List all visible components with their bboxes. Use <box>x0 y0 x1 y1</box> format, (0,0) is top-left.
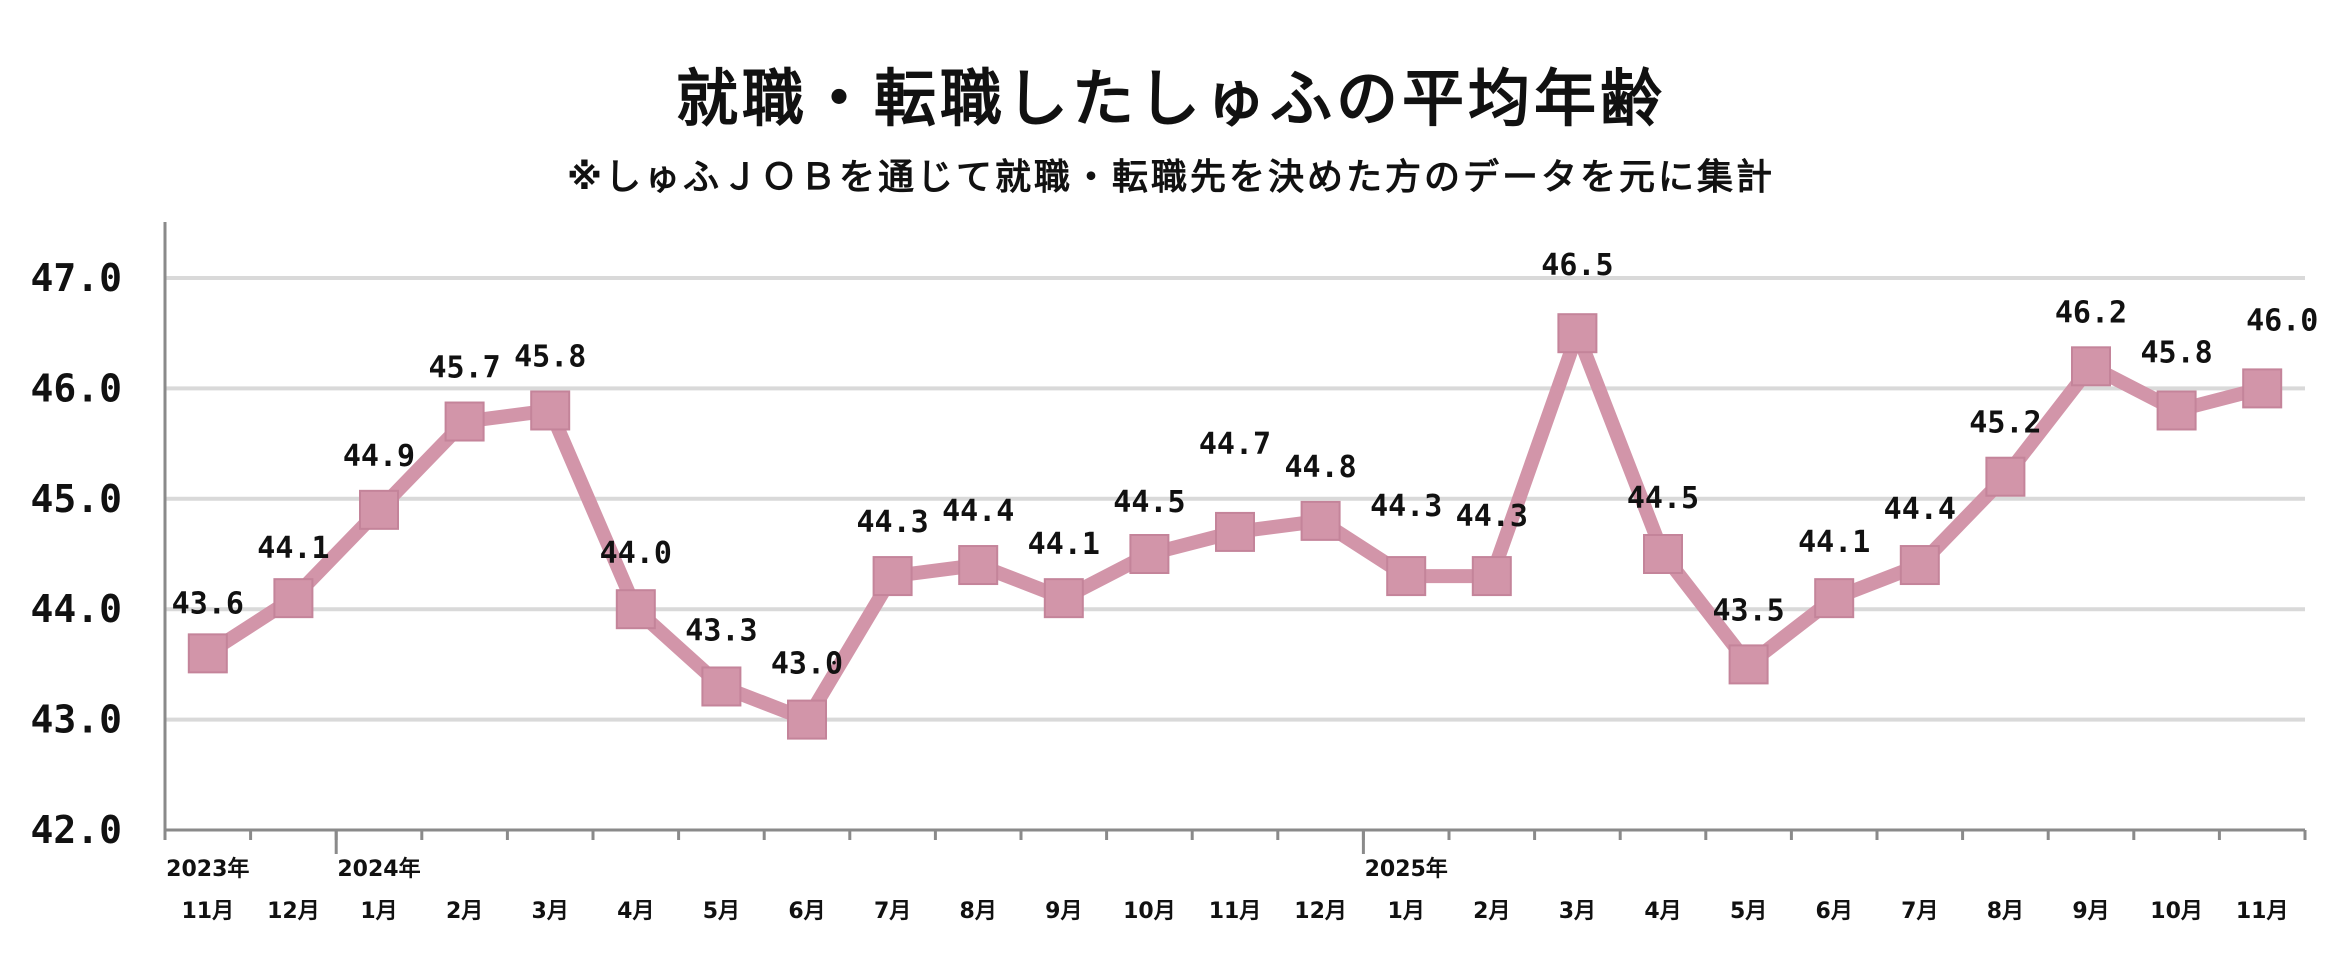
series-markers <box>187 313 2283 740</box>
x-tick-label: 6月 <box>788 899 825 924</box>
data-label: 44.1 <box>1028 527 1100 562</box>
x-tick-label: 2月 <box>1473 899 1510 924</box>
data-point-marker <box>187 633 228 674</box>
x-tick-label: 4月 <box>617 899 654 924</box>
data-label: 43.6 <box>172 586 244 621</box>
y-tick-label: 44.0 <box>30 587 122 631</box>
data-label: 45.8 <box>2140 335 2212 370</box>
data-label: 43.0 <box>771 647 843 682</box>
data-label: 45.2 <box>1969 406 2041 441</box>
data-point-marker <box>359 489 399 530</box>
data-point-marker <box>530 390 571 431</box>
x-tick-label: 10月 <box>2150 899 2203 924</box>
y-tick-label: 42.0 <box>30 808 122 852</box>
x-tick-label: 9月 <box>2072 899 2109 924</box>
data-label: 44.0 <box>600 536 672 571</box>
data-point-marker <box>1215 511 1255 552</box>
x-tick-label: 1月 <box>360 899 397 924</box>
x-tick-label: 11月 <box>1209 899 1262 924</box>
x-tick-labels: 11月 12月 1月 2月 3月 4月 5月 6月 7月 8月 9月 10月 11月 12月 1月 2月 3月 4… <box>166 856 2288 924</box>
year-label: 2024年 <box>337 856 420 882</box>
data-label: 46.2 <box>2055 295 2127 330</box>
x-tick-label: 7月 <box>874 899 911 924</box>
data-point-marker <box>1814 578 1855 619</box>
data-label: 44.7 <box>1199 427 1271 462</box>
data-point-marker <box>2071 346 2111 387</box>
year-label: 2023年 <box>166 856 249 882</box>
data-label: 44.1 <box>1798 525 1870 560</box>
data-label: 44.5 <box>1113 485 1185 520</box>
y-tick-label: 47.0 <box>30 256 122 300</box>
data-point-marker <box>1471 556 1512 597</box>
x-tick-label: 7月 <box>1901 899 1938 924</box>
data-point-marker <box>1728 644 1769 685</box>
y-tick-label: 46.0 <box>30 366 122 410</box>
data-point-marker <box>1557 313 1598 354</box>
data-label: 44.8 <box>1284 450 1356 485</box>
data-label: 44.3 <box>856 505 928 540</box>
x-tick-label: 11月 <box>181 899 234 924</box>
year-label: 2025年 <box>1365 856 1448 882</box>
data-point-marker <box>701 666 742 707</box>
x-tick-label: 12月 <box>267 899 320 924</box>
x-tick-label: 1月 <box>1388 899 1425 924</box>
y-tick-label: 45.0 <box>30 477 122 521</box>
data-point-marker <box>1129 534 1170 574</box>
axes <box>163 222 2307 854</box>
data-point-marker <box>872 556 913 597</box>
x-tick-label: 12月 <box>1294 899 1347 924</box>
y-tick-labels: 42.0 43.0 44.0 45.0 46.0 47.0 <box>30 256 122 852</box>
data-label: 43.3 <box>685 613 757 648</box>
x-tick-label: 11月 <box>2236 899 2289 924</box>
chart-title: 就職・転職したしゅふの平均年齢 <box>675 62 1666 135</box>
gridlines <box>165 276 2305 722</box>
data-point-marker <box>273 578 314 619</box>
data-point-marker <box>1386 556 1427 597</box>
data-label: 45.8 <box>514 339 586 374</box>
x-tick-label: 4月 <box>1644 899 1681 924</box>
x-tick-label: 10月 <box>1123 899 1176 924</box>
x-tick-label: 8月 <box>1987 899 2024 924</box>
x-tick-label: 3月 <box>1559 899 1596 924</box>
x-tick-label: 2月 <box>446 899 483 924</box>
data-label: 46.5 <box>1541 248 1613 283</box>
data-label: 45.7 <box>428 351 500 386</box>
data-point-marker <box>1899 545 1940 586</box>
data-point-marker <box>787 699 827 740</box>
data-label: 44.3 <box>1456 499 1528 534</box>
data-point-marker <box>1043 578 1084 619</box>
data-point-marker <box>1985 456 2026 497</box>
data-label: 44.1 <box>257 531 329 566</box>
data-label: 46.0 <box>2246 303 2318 338</box>
x-tick-label: 5月 <box>1730 899 1767 924</box>
data-point-marker <box>1300 500 1341 541</box>
data-point-marker <box>2242 368 2283 409</box>
data-label: 44.3 <box>1370 489 1442 524</box>
y-tick-label: 43.0 <box>30 698 122 742</box>
chart-subtitle: ※しゅふＪＯＢを通じて就職・転職先を決めた方のデータを元に集計 <box>567 157 1775 198</box>
data-labels: 43.6 44.1 44.9 45.7 45.8 44.0 43.3 43.0 44.3 44.4… <box>172 248 2319 681</box>
data-point-marker <box>2156 390 2197 431</box>
data-point-marker <box>1643 534 1683 574</box>
data-point-marker <box>615 589 656 630</box>
x-tick-label: 8月 <box>960 899 997 924</box>
data-label: 44.9 <box>343 439 415 474</box>
x-tick-label: 6月 <box>1816 899 1853 924</box>
data-point-marker <box>958 545 999 586</box>
data-point-marker <box>444 401 485 442</box>
data-label: 44.4 <box>1884 492 1956 527</box>
data-label: 43.5 <box>1712 593 1784 628</box>
data-label: 44.5 <box>1627 481 1699 516</box>
data-label: 44.4 <box>942 494 1014 529</box>
x-tick-label: 3月 <box>532 899 569 924</box>
x-tick-label: 9月 <box>1045 899 1082 924</box>
x-tick-label: 5月 <box>703 899 740 924</box>
